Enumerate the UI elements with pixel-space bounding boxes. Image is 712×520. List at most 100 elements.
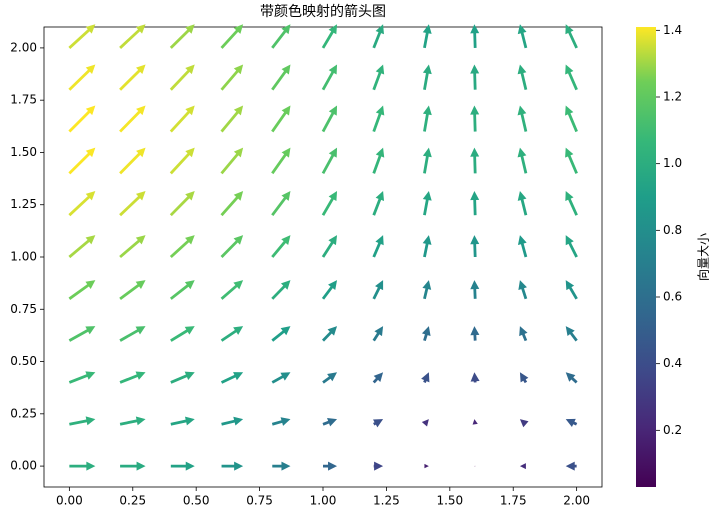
- y-tick-label: 0.25: [10, 406, 37, 420]
- x-tick-label: 0.00: [56, 494, 83, 508]
- arrow: [470, 326, 480, 341]
- colorbar-label: 向量大小: [696, 233, 711, 281]
- arrow: [271, 64, 291, 91]
- arrow: [169, 147, 195, 175]
- arrow: [321, 147, 338, 175]
- arrow: [373, 461, 384, 471]
- arrow: [372, 64, 385, 91]
- arrow: [565, 105, 578, 133]
- chart-title: 带颜色映射的箭头图: [260, 3, 386, 20]
- colorbar-tick-label: 0.6: [663, 290, 682, 304]
- colorbar-tick-label: 0.2: [663, 423, 682, 437]
- y-tick-label: 0.50: [10, 354, 37, 368]
- arrow: [421, 372, 430, 384]
- arrow: [119, 371, 146, 384]
- arrow: [321, 280, 338, 300]
- arrow: [422, 24, 432, 49]
- arrow: [372, 105, 385, 133]
- arrow: [421, 419, 429, 427]
- arrow: [472, 419, 478, 425]
- arrow: [517, 191, 528, 216]
- arrow: [322, 372, 338, 384]
- colorbar-tick-label: 0.8: [663, 223, 682, 237]
- arrow: [422, 280, 432, 300]
- arrow: [470, 24, 480, 48]
- arrow: [565, 191, 578, 216]
- arrow: [323, 461, 338, 471]
- arrow: [169, 64, 195, 91]
- arrow: [271, 417, 291, 426]
- arrow: [422, 235, 432, 258]
- arrow: [220, 147, 244, 175]
- arrow: [565, 147, 578, 174]
- arrow: [321, 105, 338, 133]
- arrow: [517, 147, 528, 174]
- arrow: [422, 64, 432, 90]
- arrow: [119, 105, 146, 133]
- arrow: [272, 461, 291, 471]
- colorbar-tick-label: 1.4: [663, 23, 682, 37]
- x-tick-label: 1.25: [373, 494, 400, 508]
- arrow: [68, 371, 96, 384]
- colorbar-tick-label: 1.0: [663, 156, 682, 170]
- arrow: [271, 326, 291, 342]
- y-tick-label: 1.75: [10, 93, 37, 107]
- arrow: [321, 64, 338, 91]
- arrow: [220, 105, 244, 133]
- arrow: [372, 280, 384, 300]
- arrow: [518, 280, 528, 300]
- arrow: [565, 280, 578, 300]
- arrow: [422, 105, 432, 132]
- arrow: [470, 105, 480, 132]
- x-tick-label: 1.00: [310, 494, 337, 508]
- arrow: [565, 24, 578, 49]
- arrow: [169, 105, 195, 133]
- arrow: [169, 235, 195, 259]
- arrow: [519, 463, 526, 470]
- arrow: [321, 326, 338, 342]
- arrow: [68, 280, 96, 300]
- arrow: [119, 147, 146, 175]
- arrow: [170, 326, 195, 342]
- arrow: [565, 326, 578, 342]
- arrow: [321, 235, 338, 258]
- y-tick-label: 0.75: [10, 302, 37, 316]
- arrow: [424, 463, 429, 469]
- arrow: [68, 105, 96, 133]
- arrow: [271, 372, 291, 384]
- arrow: [119, 326, 146, 342]
- arrow: [220, 235, 244, 258]
- colorbar: [636, 27, 656, 487]
- arrow: [119, 24, 146, 49]
- arrow: [372, 24, 384, 49]
- y-tick-label: 2.00: [10, 40, 37, 54]
- arrow: [220, 191, 244, 217]
- arrow: [271, 147, 291, 175]
- arrow: [372, 147, 385, 174]
- arrow: [271, 191, 291, 217]
- arrow: [565, 418, 578, 428]
- arrow: [271, 24, 291, 49]
- x-tick-label: 0.50: [183, 494, 210, 508]
- arrow: [321, 24, 338, 49]
- arrow: [422, 191, 432, 216]
- y-tick-label: 0.00: [10, 459, 37, 473]
- arrow: [470, 191, 480, 216]
- arrow: [470, 64, 480, 90]
- arrow: [69, 461, 96, 471]
- y-tick-label: 1.50: [10, 145, 37, 159]
- arrow: [221, 461, 244, 471]
- arrow: [470, 235, 480, 258]
- arrow: [519, 372, 529, 384]
- arrow: [119, 64, 146, 91]
- arrow: [474, 465, 476, 467]
- arrow: [119, 416, 146, 426]
- arrow: [519, 419, 529, 428]
- arrow: [565, 372, 578, 384]
- arrow: [470, 280, 480, 299]
- arrow: [321, 191, 338, 216]
- arrow: [565, 235, 578, 258]
- arrow: [373, 419, 384, 428]
- x-tick-label: 2.00: [563, 494, 590, 508]
